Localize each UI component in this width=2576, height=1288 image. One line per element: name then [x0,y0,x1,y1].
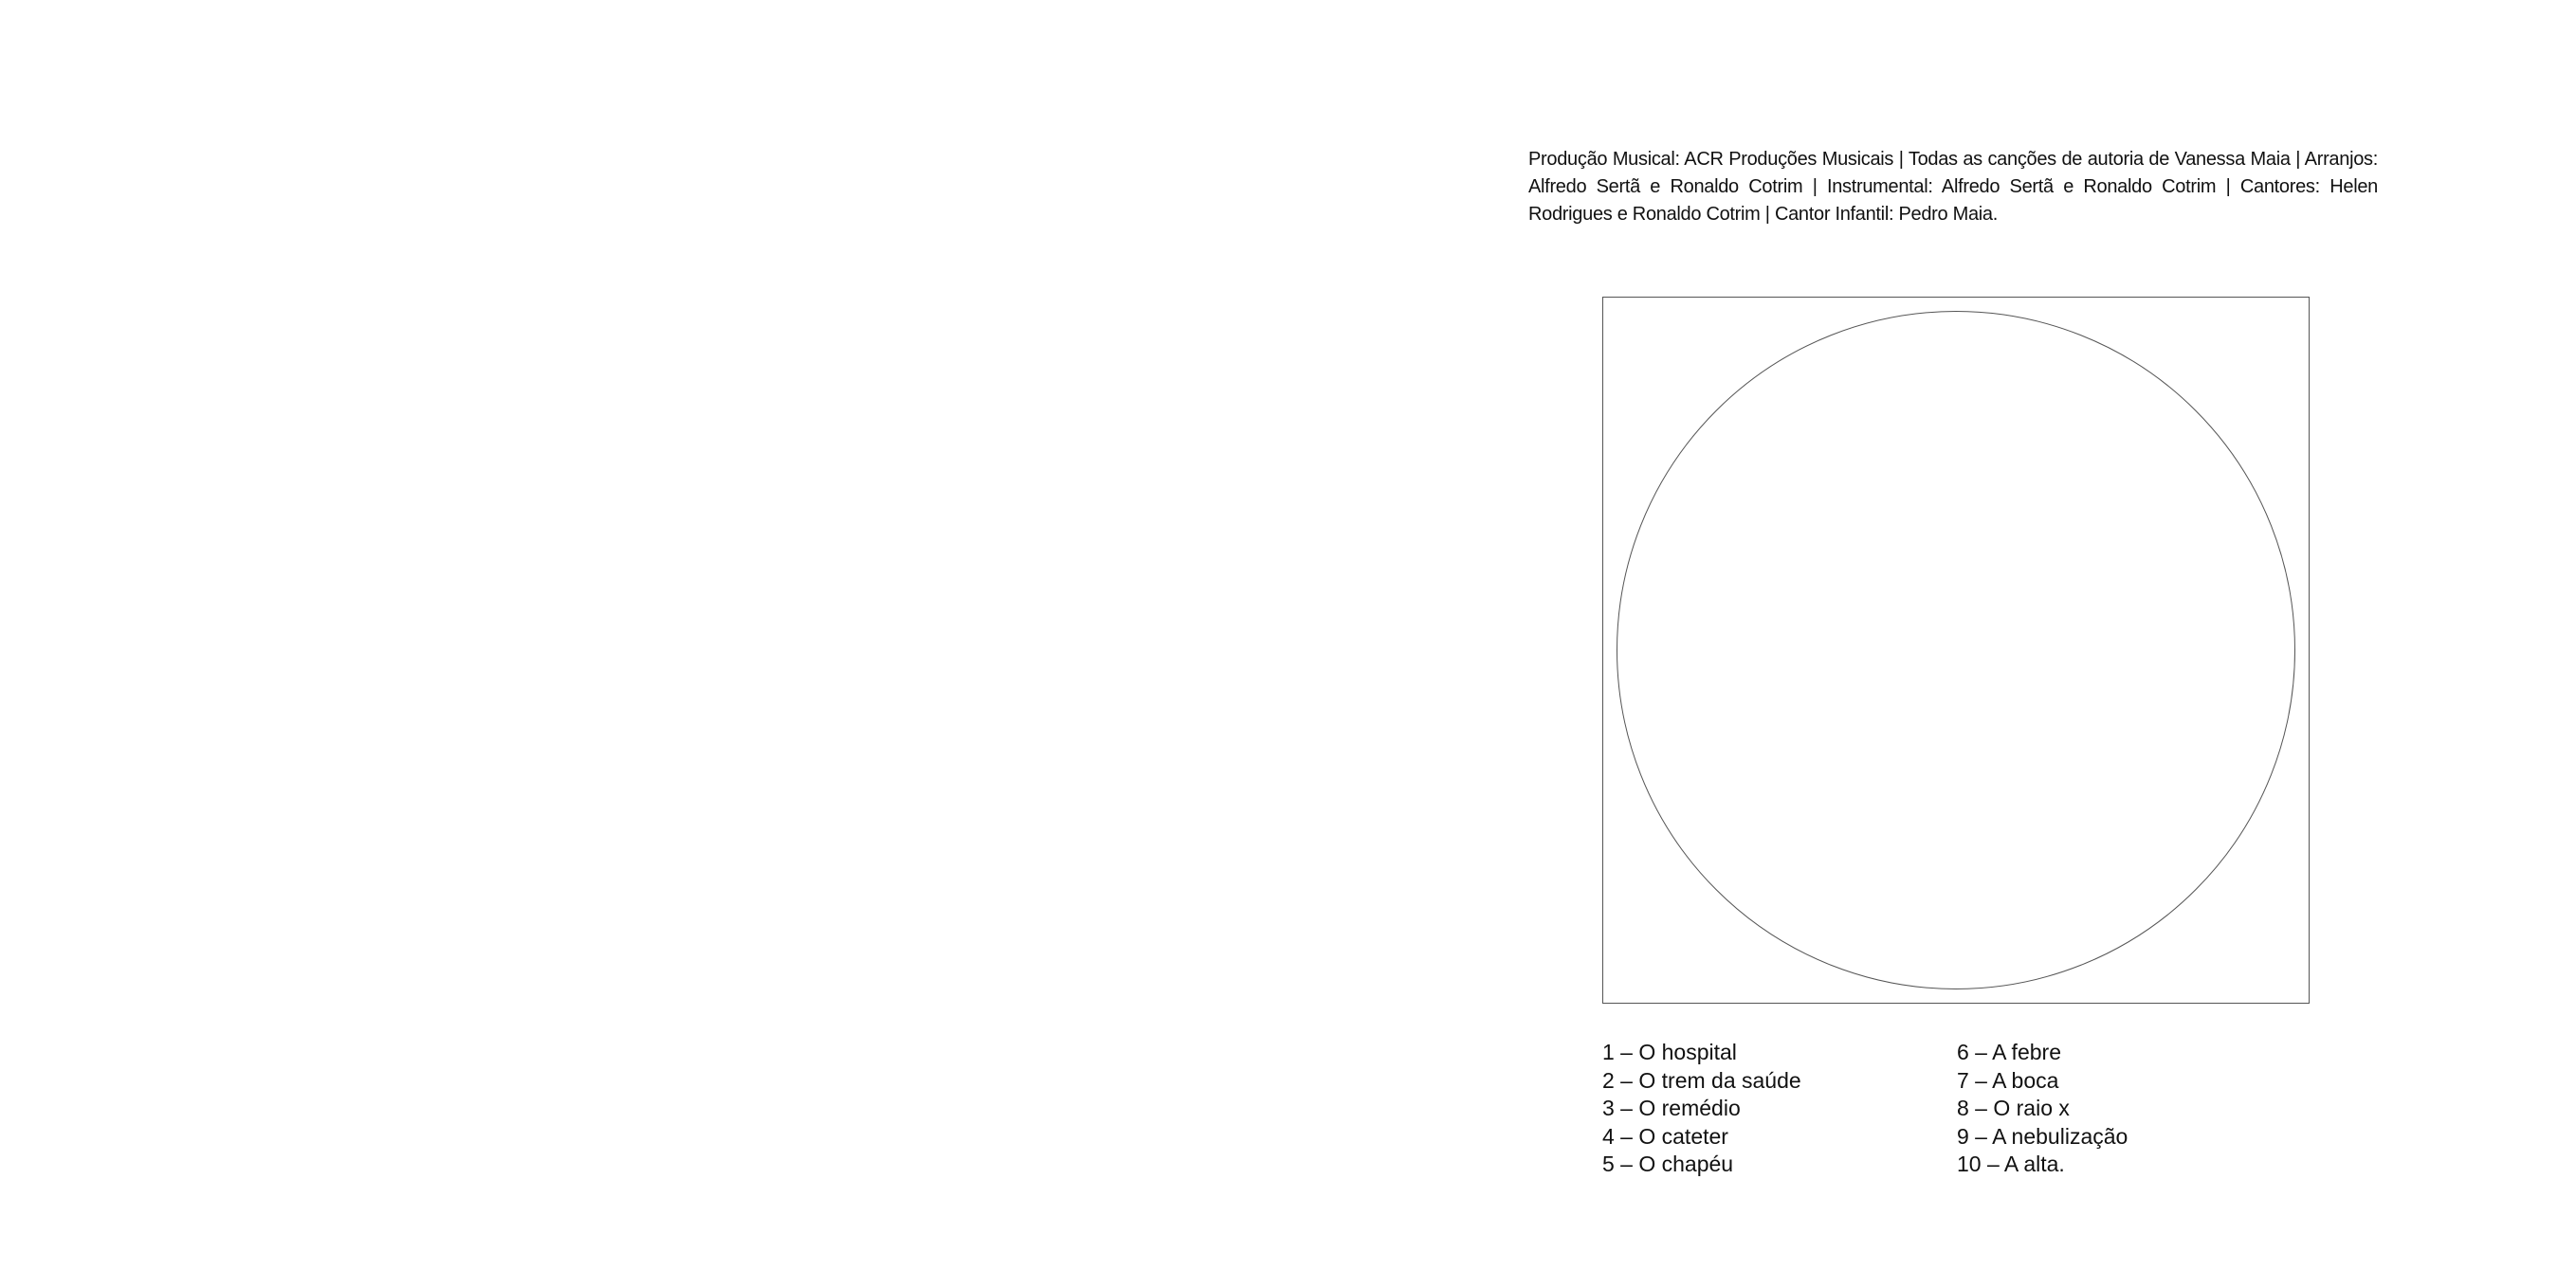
track-item: 1 – O hospital [1602,1040,1737,1064]
track-item: 9 – A nebulização [1957,1123,2128,1149]
track-item: 4 – O cateter [1602,1123,1728,1149]
tracklist-right: 6 – A febre 7 – A boca 8 – O raio x 9 – … [1957,1039,2128,1179]
track-item: 2 – O trem da saúde [1602,1067,1801,1093]
track-item: 7 – A boca [1957,1067,2059,1093]
track-item: 6 – A febre [1957,1040,2061,1064]
cd-placeholder-circle [1617,311,2295,989]
track-item: 5 – O chapéu [1602,1152,1734,1176]
track-item: 3 – O remédio [1602,1096,1741,1120]
credits-text: Produção Musical: ACR Produções Musicais… [1528,149,2378,225]
track-item: 8 – O raio x [1957,1096,2070,1120]
track-item: 10 – A alta. [1957,1152,2065,1176]
cd-placeholder-frame [1602,297,2310,1004]
tracklist-left: 1 – O hospital 2 – O trem da saúde 3 – O… [1602,1039,1801,1179]
